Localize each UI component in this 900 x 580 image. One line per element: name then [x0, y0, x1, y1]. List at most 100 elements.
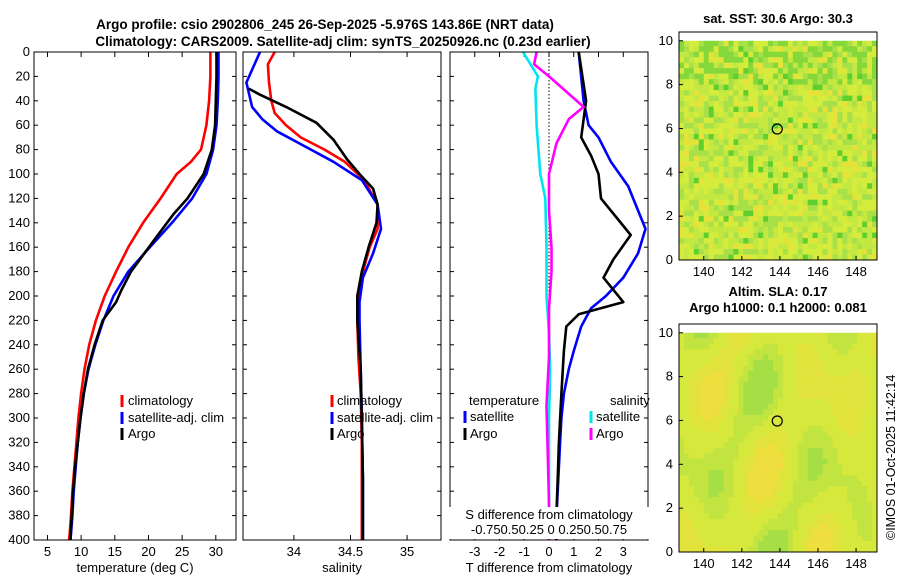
- map-cell: [733, 469, 739, 476]
- map-cell: [847, 133, 853, 140]
- map-cell: [679, 458, 685, 465]
- map-cell: [683, 90, 690, 96]
- map-cell: [847, 404, 853, 410]
- map-cell: [862, 150, 868, 157]
- map-cell: [753, 453, 759, 460]
- map-cell: [807, 491, 814, 498]
- map-cell: [832, 177, 838, 184]
- map-cell: [763, 199, 769, 206]
- map-cell: [852, 541, 858, 547]
- map-cell: [827, 238, 833, 244]
- map-cell: [743, 188, 749, 195]
- map-x-tick-label: 140: [693, 556, 715, 571]
- map-cell: [787, 338, 794, 345]
- map-cell: [842, 414, 848, 421]
- map-cell: [778, 469, 784, 476]
- map-cell: [822, 360, 828, 367]
- map-cell: [862, 238, 868, 244]
- map-cell: [728, 161, 734, 168]
- map-cell: [708, 216, 715, 223]
- map-cell: [698, 398, 705, 405]
- map-cell: [693, 155, 700, 162]
- map-cell: [787, 172, 794, 179]
- map-cell: [758, 414, 764, 421]
- map-cell: [703, 210, 710, 217]
- map-cell: [832, 535, 838, 542]
- map-cell: [763, 349, 769, 356]
- map-cell: [862, 480, 868, 487]
- map-cell: [708, 486, 715, 493]
- map-cell: [703, 68, 710, 75]
- map-cell: [787, 73, 794, 80]
- map-cell: [837, 524, 843, 531]
- figure-title-line2: Climatology: CARS2009. Satellite-adj cli…: [95, 34, 590, 49]
- map-cell: [872, 502, 878, 509]
- map-cell: [807, 194, 814, 201]
- map-cell: [837, 354, 843, 361]
- map-cell: [862, 360, 868, 367]
- map-cell: [782, 221, 789, 228]
- map-cell: [728, 458, 734, 465]
- map-cell: [748, 161, 754, 168]
- map-cell: [733, 46, 739, 53]
- map-cell: [787, 332, 794, 339]
- map-cell: [792, 541, 799, 547]
- map-cell: [703, 122, 710, 129]
- map-cell: [773, 404, 779, 410]
- map-cell: [852, 117, 858, 124]
- map-cell: [802, 343, 809, 350]
- map-cell: [738, 502, 744, 509]
- map-x-tick-label: 148: [845, 556, 867, 571]
- map-cell: [817, 112, 823, 118]
- map-cell: [743, 530, 749, 536]
- map-cell: [758, 232, 764, 239]
- map-cell: [792, 469, 799, 476]
- map-cell: [688, 210, 695, 217]
- map-cell: [679, 524, 685, 531]
- map-cell: [698, 343, 705, 350]
- map-cell: [688, 436, 695, 443]
- map-cell: [743, 117, 749, 124]
- map-cell: [867, 464, 873, 471]
- map-cell: [688, 508, 695, 515]
- map-cell: [733, 382, 739, 388]
- map-cell: [817, 166, 823, 173]
- map-cell: [733, 530, 739, 536]
- map-cell: [768, 155, 774, 162]
- map-cell: [807, 371, 814, 378]
- map-cell: [688, 62, 695, 69]
- map-cell: [748, 447, 754, 454]
- map-cell: [822, 404, 828, 410]
- map-cell: [718, 409, 724, 416]
- map-cell: [827, 491, 833, 498]
- map-cell: [713, 387, 719, 394]
- map-cell: [748, 404, 754, 410]
- map-cell: [867, 249, 873, 255]
- map-cell: [718, 161, 724, 168]
- map-cell: [733, 62, 739, 69]
- map-cell: [748, 376, 754, 383]
- map-cell: [792, 90, 799, 96]
- map-cell: [703, 365, 710, 372]
- map-cell: [708, 420, 715, 427]
- map-cell: [728, 332, 734, 339]
- map-cell: [822, 436, 828, 443]
- map-cell: [768, 122, 774, 129]
- map-cell: [862, 68, 868, 75]
- map-cell: [723, 464, 729, 471]
- map-cell: [743, 254, 749, 261]
- map-cell: [852, 238, 858, 244]
- map-cell: [832, 221, 838, 228]
- map-cell: [782, 338, 789, 345]
- map-cell: [837, 232, 843, 239]
- map-cell: [693, 447, 700, 454]
- map-cell: [812, 155, 818, 162]
- map-cell: [748, 249, 754, 255]
- map-cell: [693, 161, 700, 168]
- map-cell: [713, 122, 719, 129]
- map-cell: [827, 371, 833, 378]
- map-cell: [693, 343, 700, 350]
- map-cell: [688, 338, 695, 345]
- map-cell: [718, 128, 724, 135]
- map-cell: [807, 68, 814, 75]
